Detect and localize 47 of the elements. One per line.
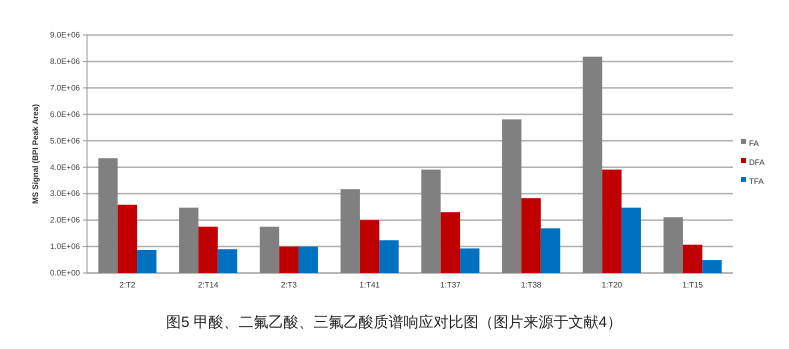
y-tick-label: 3.0E+06 — [50, 189, 81, 198]
x-tick-label: 1:T15 — [682, 280, 704, 290]
y-tick-label: 2.0E+06 — [50, 216, 81, 225]
y-tick-label: 7.0E+06 — [50, 83, 81, 92]
bar — [702, 260, 722, 273]
legend-label: TFA — [749, 177, 764, 186]
legend-label: FA — [749, 139, 760, 148]
y-axis-title: MS Signal (BPI Peak Area) — [31, 104, 40, 204]
bar — [198, 226, 218, 273]
x-tick-label: 2:T3 — [280, 280, 298, 290]
bar — [582, 56, 602, 273]
bar — [118, 204, 138, 273]
bar — [260, 226, 280, 273]
bar — [98, 158, 118, 273]
bar — [421, 170, 441, 273]
bar — [298, 246, 318, 273]
bar — [440, 212, 460, 273]
bar — [218, 249, 238, 273]
y-tick-label: 9.0E+06 — [50, 30, 81, 40]
x-tick-label: 1:T41 — [359, 280, 380, 290]
bar — [279, 246, 299, 273]
bar — [540, 228, 560, 273]
bar — [622, 208, 641, 273]
bar — [137, 250, 156, 273]
y-tick-label: 8.0E+06 — [50, 57, 81, 66]
y-tick-label: 4.0E+06 — [50, 162, 81, 172]
bar — [502, 119, 522, 273]
bar — [179, 208, 198, 273]
bar — [664, 217, 683, 273]
y-tick-label: 0.0E+00 — [50, 268, 81, 278]
bar — [360, 220, 380, 273]
bar — [521, 198, 541, 273]
legend-label: DFA — [749, 158, 766, 168]
bar — [460, 248, 480, 273]
y-tick-label: 5.0E+06 — [50, 136, 81, 146]
x-tick-label: 1:T37 — [440, 280, 462, 290]
bar — [379, 240, 399, 273]
bar — [602, 170, 622, 273]
y-tick-label: 6.0E+06 — [50, 110, 81, 119]
x-tick-label: 2:T2 — [119, 280, 136, 290]
bar — [340, 189, 360, 273]
bar — [682, 244, 702, 273]
x-tick-label: 1:T20 — [602, 280, 623, 290]
x-tick-label: 1:T38 — [520, 280, 542, 290]
caption: 图5 甲酸、二氟乙酸、三氟乙酸质谱响应对比图（图片来源于文献4） — [166, 314, 622, 331]
x-tick-label: 2:T14 — [198, 280, 219, 290]
y-tick-label: 1.0E+06 — [50, 242, 81, 252]
